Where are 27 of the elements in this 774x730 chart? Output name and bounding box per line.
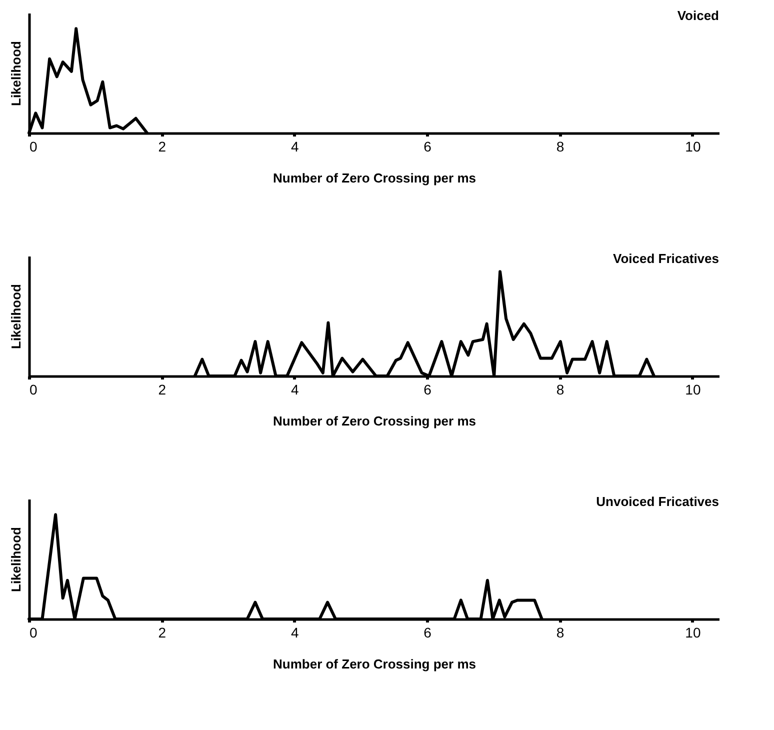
x-tick-label: 8 [556,382,564,398]
chart-title: Unvoiced Fricatives [596,494,719,509]
x-tick-label: 6 [424,138,432,154]
y-axis-title: Likelihood [8,284,24,349]
x-axis-title: Number of Zero Crossing per ms [273,170,476,186]
x-tick-label: 0 [30,624,38,640]
x-tick-label: 4 [290,624,299,640]
x-tick-label: 2 [158,382,166,398]
x-tick-label: 2 [158,624,166,640]
x-axis-title: Number of Zero Crossing per ms [273,414,476,428]
x-tick-label: 6 [424,382,432,398]
y-axis-title: Likelihood [8,40,24,106]
x-tick-label: 0 [30,382,38,398]
x-tick-label: 0 [30,138,38,154]
chart-title: Voiced [677,8,720,23]
x-tick-label: 10 [685,138,701,154]
chart-title: Voiced Fricatives [613,251,719,266]
x-tick-label: 2 [158,138,166,154]
x-tick-label: 10 [685,382,701,398]
x-tick-label: 10 [685,624,701,640]
x-tick-label: 6 [424,624,432,640]
x-tick-label: 8 [556,138,564,154]
x-axis-title: Number of Zero Crossing per ms [273,656,476,672]
x-tick-label: 4 [290,382,299,398]
x-tick-label: 4 [290,138,299,154]
y-axis-title: Likelihood [8,526,24,592]
x-tick-label: 8 [556,624,564,640]
